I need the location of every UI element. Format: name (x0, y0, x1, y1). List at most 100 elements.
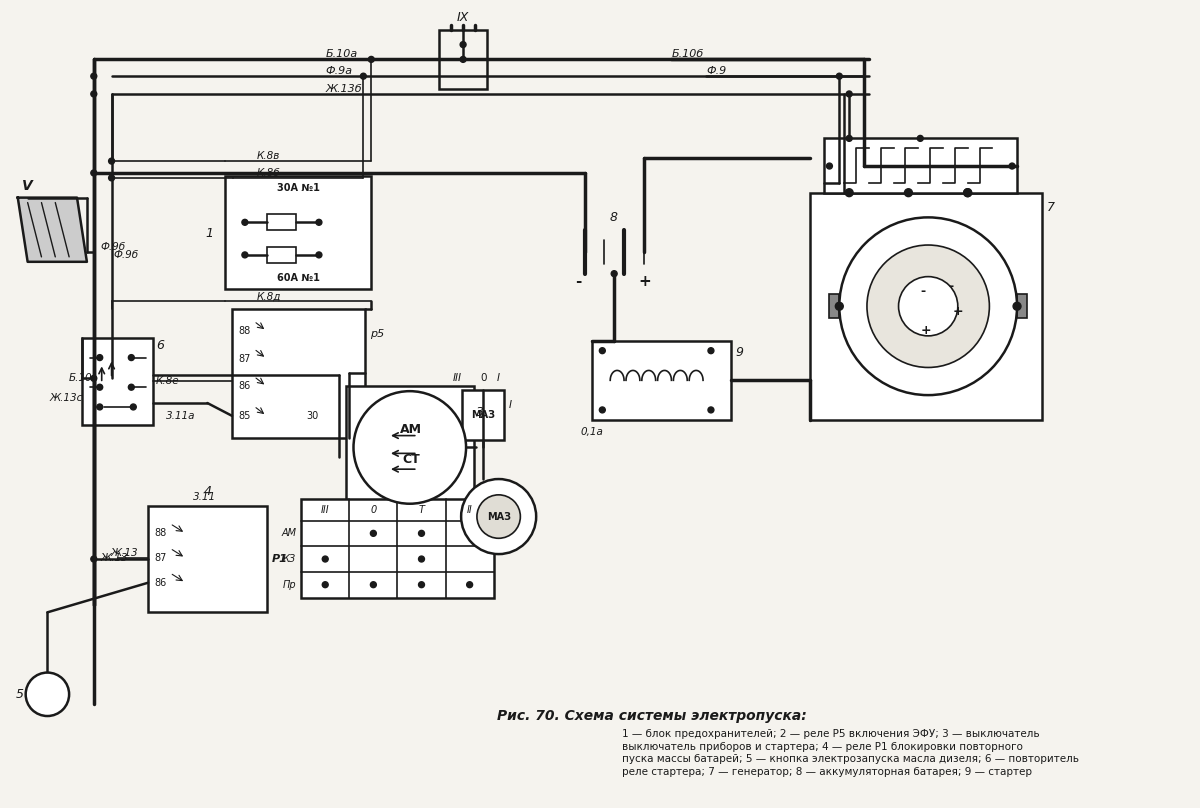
Text: 87: 87 (154, 553, 167, 563)
Circle shape (371, 530, 377, 537)
Bar (829, 294, 839, 318)
Text: 4: 4 (203, 486, 211, 499)
Circle shape (109, 175, 114, 181)
Circle shape (846, 91, 852, 97)
Circle shape (131, 404, 137, 410)
Circle shape (354, 391, 466, 503)
Text: Ж.13: Ж.13 (101, 553, 128, 563)
Bar (226, 176, 371, 289)
Text: 7: 7 (1046, 201, 1055, 214)
Bar (810, 192, 1042, 420)
Text: МАЗ: МАЗ (470, 410, 494, 420)
Text: Пр: Пр (283, 579, 296, 590)
Circle shape (835, 302, 844, 310)
Text: Б.10б: Б.10б (672, 49, 703, 60)
Text: К.8б: К.8б (257, 168, 281, 178)
Circle shape (368, 57, 374, 62)
Circle shape (460, 57, 466, 62)
Circle shape (708, 347, 714, 354)
Text: 5: 5 (16, 688, 24, 701)
Circle shape (91, 170, 97, 176)
Text: К.8в: К.8в (257, 151, 280, 161)
Circle shape (899, 276, 958, 336)
Circle shape (242, 219, 248, 225)
Text: Ж.13: Ж.13 (110, 548, 138, 558)
Text: МАЗ: МАЗ (487, 511, 511, 522)
Text: -: - (575, 274, 581, 289)
Bar (301, 499, 493, 598)
Text: 0: 0 (480, 373, 486, 383)
Text: 0,1а: 0,1а (581, 427, 604, 436)
Circle shape (91, 556, 97, 562)
Circle shape (91, 376, 97, 381)
Bar (232, 309, 365, 438)
Circle shape (128, 385, 134, 390)
Circle shape (460, 42, 466, 48)
Circle shape (97, 355, 103, 360)
Text: КЗ: КЗ (283, 554, 296, 564)
Text: I: I (509, 400, 511, 410)
Text: 9: 9 (736, 346, 744, 359)
Circle shape (371, 582, 377, 587)
Text: 60A №1: 60A №1 (277, 272, 319, 283)
Text: 3.11: 3.11 (192, 492, 216, 502)
Circle shape (97, 404, 103, 410)
Text: 3.11а: 3.11а (166, 410, 196, 421)
Circle shape (91, 74, 97, 79)
Circle shape (323, 556, 328, 562)
Circle shape (1009, 163, 1015, 169)
Circle shape (97, 385, 103, 390)
Circle shape (419, 556, 425, 562)
Circle shape (109, 158, 114, 164)
Text: 86: 86 (238, 381, 251, 391)
Circle shape (323, 582, 328, 587)
Text: 88: 88 (154, 528, 167, 538)
Circle shape (467, 582, 473, 587)
Circle shape (316, 252, 322, 258)
Circle shape (611, 271, 617, 276)
Text: АМ: АМ (400, 423, 422, 436)
Polygon shape (18, 198, 86, 262)
Text: К.8д: К.8д (257, 292, 281, 301)
Text: 85: 85 (238, 410, 251, 421)
Circle shape (25, 672, 70, 716)
Text: Рис. 70. Схема системы электропуска:: Рис. 70. Схема системы электропуска: (497, 709, 806, 723)
Text: 88: 88 (238, 326, 251, 336)
Text: II: II (467, 505, 473, 515)
Circle shape (128, 355, 134, 360)
Text: АМ: АМ (281, 528, 296, 538)
Circle shape (866, 245, 989, 368)
Circle shape (1013, 302, 1021, 310)
Circle shape (917, 136, 923, 141)
Circle shape (708, 407, 714, 413)
Circle shape (419, 582, 425, 587)
Text: IX: IX (457, 11, 469, 24)
Bar (266, 247, 296, 263)
Circle shape (599, 347, 605, 354)
Bar (346, 386, 474, 509)
Circle shape (91, 91, 97, 97)
Text: 1: 1 (205, 227, 214, 240)
Bar (593, 341, 731, 420)
Circle shape (845, 189, 853, 196)
Text: Ф.9б: Ф.9б (114, 250, 139, 260)
Circle shape (827, 163, 833, 169)
Circle shape (242, 252, 248, 258)
Circle shape (839, 217, 1018, 395)
Circle shape (846, 136, 852, 141)
Text: реле стартера; 7 — генератор; 8 — аккумуляторная батарея; 9 — стартер: реле стартера; 7 — генератор; 8 — аккуму… (622, 768, 1032, 777)
Text: Ф.9: Ф.9 (706, 66, 726, 76)
Circle shape (360, 74, 366, 79)
Text: 1 — блок предохранителей; 2 — реле Р5 включения ЭФУ; 3 — выключатель: 1 — блок предохранителей; 2 — реле Р5 вк… (622, 729, 1039, 739)
Text: V: V (22, 179, 32, 193)
Text: 8: 8 (610, 211, 617, 224)
Text: пуска массы батарей; 5 — кнопка электрозапуска масла дизеля; 6 — повторитель: пуска массы батарей; 5 — кнопка электроз… (622, 755, 1079, 764)
Text: р5: р5 (371, 329, 384, 339)
Bar (148, 506, 266, 612)
Text: 6: 6 (156, 339, 164, 352)
Bar (462, 390, 504, 440)
Text: +: + (638, 274, 652, 289)
Circle shape (599, 407, 605, 413)
Text: Ф.9а: Ф.9а (326, 66, 353, 76)
Text: Б.10а: Б.10а (326, 49, 358, 60)
